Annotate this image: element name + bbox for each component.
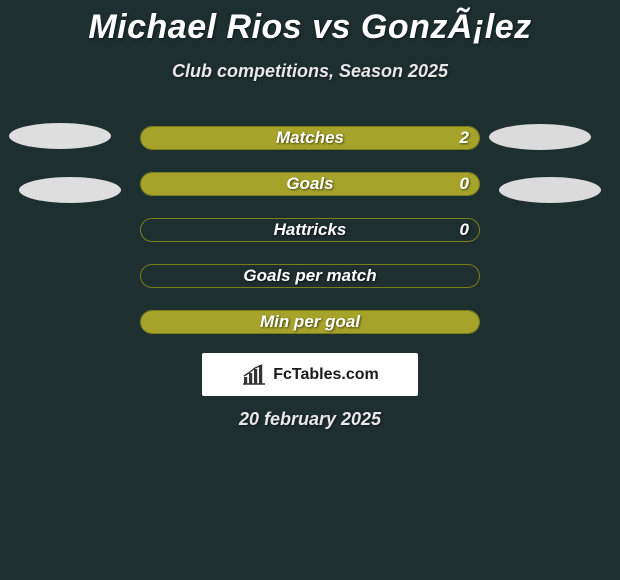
stat-label: Hattricks [274, 220, 347, 240]
stat-value: 0 [460, 220, 469, 240]
stat-label: Min per goal [260, 312, 360, 332]
placeholder-ellipse [499, 177, 601, 203]
stat-row: Hattricks 0 [0, 218, 620, 264]
page-title: Michael Rios vs GonzÃ¡lez [0, 0, 620, 47]
stat-rows: Matches 2 Goals 0 Hattricks 0 Goals per match M… [0, 126, 620, 356]
stat-label: Goals per match [243, 266, 376, 286]
stat-label: Goals [286, 174, 333, 194]
subtitle: Club competitions, Season 2025 [0, 61, 620, 82]
stat-bar: Matches 2 [140, 126, 480, 150]
date-text: 20 february 2025 [239, 409, 381, 430]
stat-value: 2 [460, 128, 469, 148]
brand-text: FcTables.com [273, 366, 379, 384]
stat-row: Min per goal [0, 310, 620, 356]
brand-chart-icon [241, 364, 267, 386]
stat-bar: Min per goal [140, 310, 480, 334]
placeholder-ellipse [489, 124, 591, 150]
stat-bar: Hattricks 0 [140, 218, 480, 242]
brand-badge: FcTables.com [202, 353, 418, 396]
placeholder-ellipse [9, 123, 111, 149]
stat-bar: Goals 0 [140, 172, 480, 196]
stat-bar: Goals per match [140, 264, 480, 288]
stat-label: Matches [276, 128, 344, 148]
stat-row: Goals per match [0, 264, 620, 310]
placeholder-ellipse [19, 177, 121, 203]
stat-value: 0 [460, 174, 469, 194]
